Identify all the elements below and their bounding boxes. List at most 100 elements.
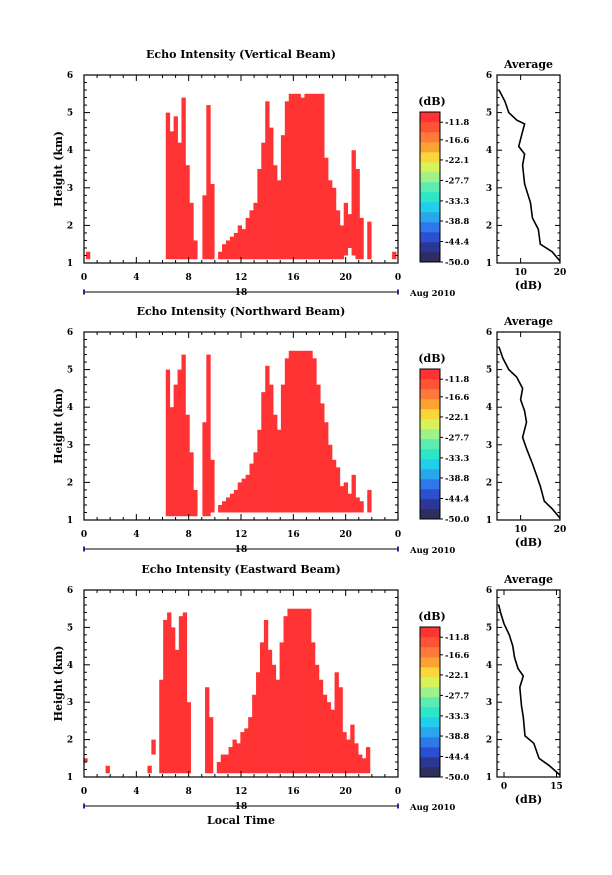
echo-column xyxy=(265,365,270,513)
echo-column xyxy=(241,478,246,513)
colorbar-tick-label: -44.4 xyxy=(445,495,469,505)
y-tick-label: 2 xyxy=(67,478,73,488)
echo-column xyxy=(355,497,360,513)
colorbar-segment xyxy=(420,499,440,510)
echo-column xyxy=(257,429,262,513)
echo-column xyxy=(252,694,257,774)
colorbar-frame xyxy=(419,626,441,778)
echo-column xyxy=(288,93,294,260)
colorbar-segment xyxy=(420,627,440,638)
echo-column xyxy=(324,157,329,260)
echo-column xyxy=(355,169,360,260)
average-frame xyxy=(496,74,561,264)
colorbar-segment xyxy=(420,657,440,668)
echo-column xyxy=(249,210,254,260)
echo-column xyxy=(342,732,347,774)
colorbar-segment xyxy=(420,202,440,213)
colorbar-tick-label: -22.1 xyxy=(445,671,469,681)
x-tick-label: 16 xyxy=(287,273,300,283)
echo-column xyxy=(338,687,343,774)
colorbar-segment xyxy=(420,737,440,748)
colorbar-segment xyxy=(420,369,440,380)
echo-column xyxy=(181,354,186,517)
y-tick-label: 6 xyxy=(67,586,73,596)
echo-column xyxy=(173,116,178,260)
date-suffix: Aug 2010 xyxy=(409,289,455,299)
echo-column xyxy=(330,709,335,774)
echo-column xyxy=(358,754,363,774)
average-x-tick-label: 10 xyxy=(514,525,527,535)
echo-column xyxy=(365,747,371,774)
y-tick-label: 2 xyxy=(67,221,73,231)
colorbar-segment xyxy=(420,697,440,708)
echo-column xyxy=(273,165,278,260)
colorbar-segment xyxy=(420,172,440,183)
colorbar-segment xyxy=(420,142,440,153)
echo-column xyxy=(225,240,231,260)
echo-column xyxy=(263,619,269,774)
y-tick-label: 3 xyxy=(67,698,73,708)
x-tick-label: 0 xyxy=(81,273,87,283)
colorbar-tick-label: -50.0 xyxy=(445,773,469,783)
y-tick-label: 3 xyxy=(67,441,73,451)
colorbar-segment xyxy=(420,717,440,728)
echo-column xyxy=(177,369,182,517)
echo-column xyxy=(347,493,352,513)
echo-column xyxy=(322,694,328,774)
colorbar-tick-label: -50.0 xyxy=(445,258,469,268)
echo-column xyxy=(236,743,241,774)
colorbar-segment xyxy=(420,489,440,500)
echo-column xyxy=(335,467,341,513)
echo-column xyxy=(193,489,198,517)
echo-column xyxy=(343,202,349,256)
x-tick-label: 12 xyxy=(235,787,248,797)
average-y-tick-label: 1 xyxy=(486,773,492,783)
echo-column xyxy=(296,93,301,260)
echo-column xyxy=(189,202,194,260)
echo-column xyxy=(314,664,320,774)
echo-column xyxy=(335,210,341,260)
echo-column xyxy=(326,702,332,774)
colorbar-unit: (dB) xyxy=(418,95,445,108)
average-y-tick-label: 4 xyxy=(486,146,492,156)
average-y-tick-label: 4 xyxy=(486,661,492,671)
echo-column xyxy=(245,474,250,513)
x-tick-label: 4 xyxy=(133,273,139,283)
echo-column xyxy=(339,225,345,260)
average-y-tick-label: 1 xyxy=(486,259,492,269)
echo-column xyxy=(328,180,333,260)
colorbar-segment xyxy=(420,379,440,390)
y-tick-label: 2 xyxy=(67,736,73,746)
echo-column xyxy=(105,765,110,774)
echo-column xyxy=(173,384,178,517)
average-x-label: (dB) xyxy=(515,536,542,549)
echo-column xyxy=(299,608,304,774)
echo-column xyxy=(225,497,231,513)
echo-column xyxy=(287,608,292,774)
x-tick-label: 20 xyxy=(339,530,352,540)
average-frame xyxy=(496,589,561,778)
x-tick-label: 20 xyxy=(339,273,352,283)
echo-column xyxy=(206,354,211,517)
average-y-tick-label: 5 xyxy=(486,109,492,119)
echo-column xyxy=(216,762,222,774)
x-tick-label: 8 xyxy=(186,787,192,797)
echo-column xyxy=(292,350,298,513)
colorbar-segment xyxy=(420,667,440,678)
echo-column xyxy=(284,358,290,513)
echo-column xyxy=(295,608,300,774)
y-tick-label: 5 xyxy=(67,109,73,119)
echo-column xyxy=(324,422,329,513)
echo-column xyxy=(346,739,351,774)
average-title: Average xyxy=(503,58,553,71)
x-tick-label: 0 xyxy=(81,787,87,797)
colorbar-segment xyxy=(420,647,440,658)
y-tick-label: 1 xyxy=(67,516,73,526)
echo-column xyxy=(261,392,266,513)
echo-column xyxy=(169,131,175,260)
echo-column xyxy=(205,687,210,774)
average-x-tick-label: 10 xyxy=(514,268,527,278)
colorbar-tick-label: -44.4 xyxy=(445,753,469,763)
echo-column xyxy=(334,672,339,774)
